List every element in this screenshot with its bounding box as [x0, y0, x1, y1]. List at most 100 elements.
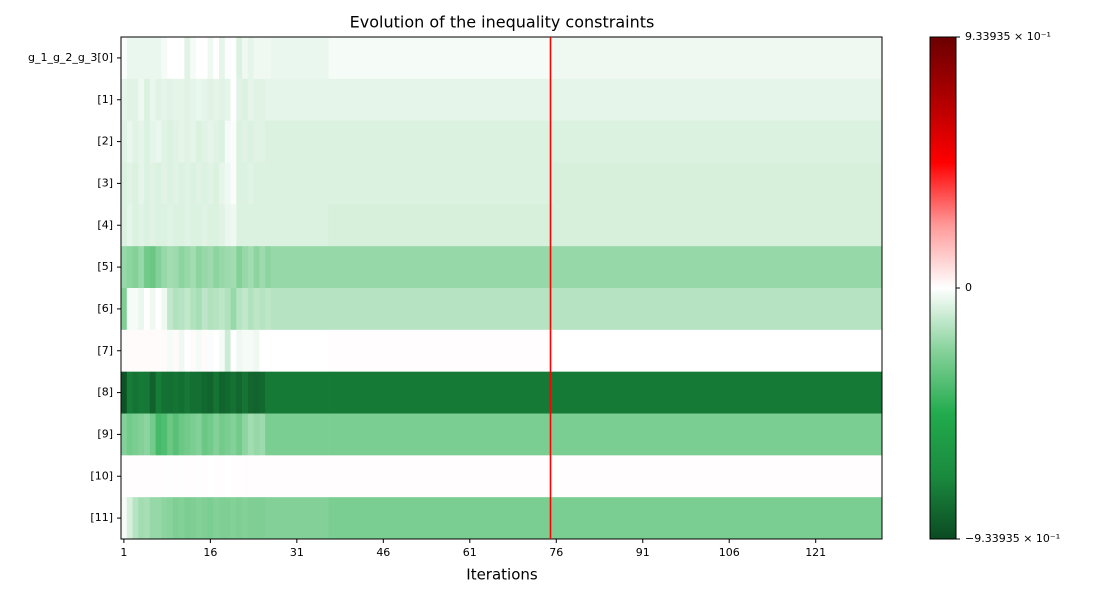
y-tick-label: [5] [97, 260, 113, 273]
heatmap-cell [553, 455, 883, 498]
heatmap-cell [149, 329, 156, 373]
heatmap-cell [121, 329, 128, 373]
heatmap-cell [132, 246, 139, 289]
heatmap-cell [155, 288, 162, 331]
heatmap-cell [213, 413, 220, 456]
heatmap-cell [247, 371, 254, 414]
heatmap-cell [242, 413, 249, 456]
heatmap-cell [149, 288, 156, 331]
x-tick-label: 61 [463, 546, 477, 559]
x-tick-label: 31 [290, 546, 304, 559]
heatmap-cell [270, 288, 329, 331]
heatmap-cell [138, 455, 145, 498]
heatmap-cell [144, 204, 151, 247]
heatmap-cell [132, 455, 139, 498]
heatmap-cell [553, 37, 883, 80]
x-tick-label: 121 [805, 546, 826, 559]
heatmap-cell [242, 78, 249, 122]
heatmap-cell [138, 120, 145, 163]
heatmap-cell [190, 78, 197, 122]
heatmap-cell [259, 78, 266, 122]
heatmap-cell [172, 288, 180, 331]
heatmap-cell [242, 288, 249, 331]
heatmap-cell [132, 497, 139, 540]
heatmap-cell [190, 204, 197, 247]
heatmap-cell [201, 288, 208, 331]
heatmap-cell [230, 37, 237, 80]
heatmap-cell [224, 246, 231, 289]
heatmap-cell [144, 329, 151, 373]
heatmap-cell [553, 162, 883, 205]
heatmap-cell [132, 204, 139, 247]
heatmap-cell [155, 204, 162, 247]
heatmap-cell [132, 329, 139, 373]
heatmap-cell [178, 329, 185, 373]
heatmap-cell [167, 455, 174, 498]
heatmap-cell [270, 162, 329, 205]
heatmap-cell [247, 120, 254, 163]
heatmap-cell [253, 162, 260, 205]
heatmap-cell [247, 162, 254, 205]
heatmap-cell [247, 413, 254, 456]
heatmap-cell [224, 78, 231, 122]
heatmap-cell [219, 37, 226, 80]
heatmap-cell [149, 204, 156, 247]
heatmap-cell [219, 455, 226, 498]
heatmap-cell [270, 246, 329, 289]
heatmap-cell [224, 288, 231, 331]
heatmap-cell [253, 246, 260, 289]
heatmap-cell [270, 329, 329, 373]
heatmap-cell [172, 497, 180, 540]
heatmap-cell [236, 162, 243, 205]
heatmap-cell [213, 204, 220, 247]
heatmap-cell [207, 371, 214, 414]
heatmap-cell [265, 371, 272, 414]
colorbar-tick-label: 0 [965, 281, 972, 294]
x-tick-label: 91 [636, 546, 650, 559]
heatmap-cell [270, 371, 329, 414]
heatmap-cell [207, 288, 214, 331]
heatmap-cell [213, 455, 220, 498]
heatmap-cell [236, 246, 243, 289]
y-tick-label: [6] [97, 302, 113, 315]
heatmap-cell [242, 455, 249, 498]
heatmap-cell [161, 246, 168, 289]
heatmap-cell [138, 246, 145, 289]
heatmap-cell [236, 329, 243, 373]
heatmap-cell [138, 413, 145, 456]
heatmap-cell [236, 455, 243, 498]
heatmap-cell [155, 371, 162, 414]
heatmap-cell [553, 204, 883, 247]
heatmap-cell [201, 162, 208, 205]
y-tick-label: [3] [97, 176, 113, 189]
heatmap-cell [242, 497, 249, 540]
heatmap-cell [161, 288, 168, 331]
heatmap-cell [224, 37, 231, 80]
heatmap-cell [270, 204, 329, 247]
heatmap-cell [328, 162, 554, 205]
heatmap-cell [190, 455, 197, 498]
heatmap-cell [121, 288, 128, 331]
heatmap-cell [195, 455, 203, 498]
heatmap-cell [236, 37, 243, 80]
heatmap-cell [178, 246, 185, 289]
heatmap-cell [270, 120, 329, 163]
heatmap-cell [270, 455, 329, 498]
heatmap-cell [161, 120, 168, 163]
heatmap-cell [172, 455, 180, 498]
heatmap-cell [259, 162, 266, 205]
heatmap-cell [167, 204, 174, 247]
heatmap-cell [224, 162, 231, 205]
heatmap-cell [553, 329, 883, 373]
y-tick-label: [11] [90, 511, 113, 524]
heatmap-cell [224, 371, 231, 414]
heatmap-cell [213, 120, 220, 163]
heatmap-cell [184, 162, 191, 205]
heatmap-cell [138, 204, 145, 247]
heatmap-cell [144, 371, 151, 414]
heatmap-cell [213, 37, 220, 80]
heatmap-cell [219, 497, 226, 540]
heatmap-cell [236, 204, 243, 247]
heatmap-cell [219, 204, 226, 247]
heatmap-cell [213, 371, 220, 414]
